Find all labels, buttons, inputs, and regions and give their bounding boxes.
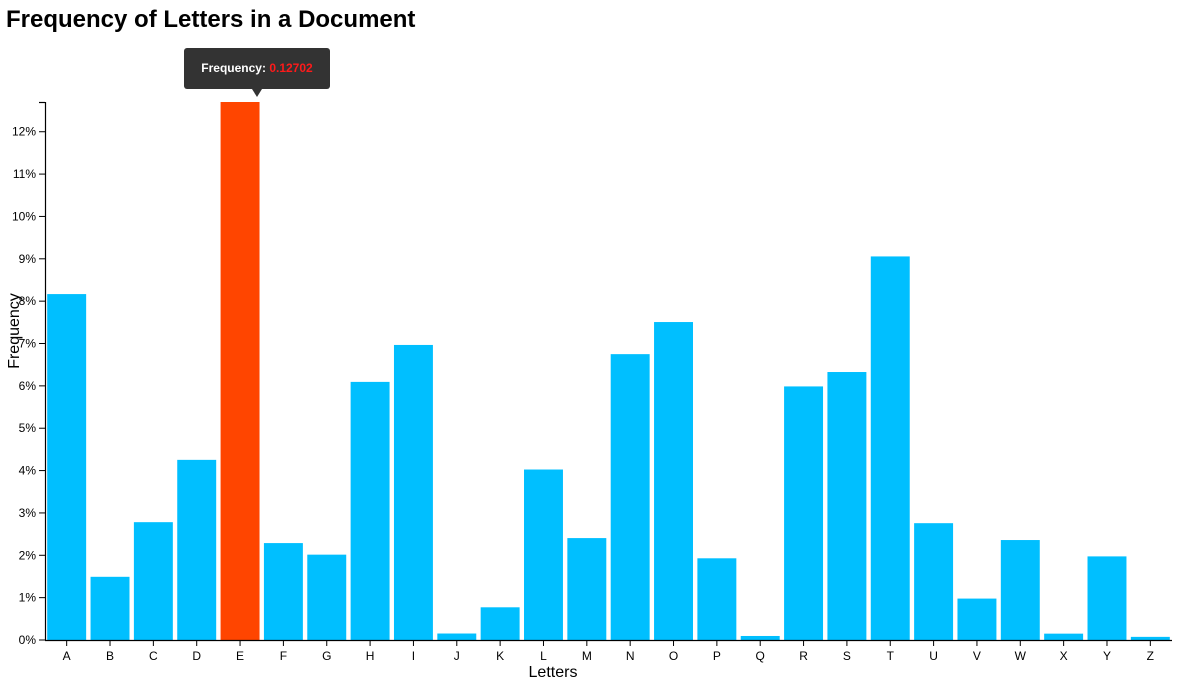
x-tick-label-x: X [1060, 649, 1068, 663]
tooltip-value: 0.12702 [269, 61, 313, 75]
bar-u[interactable] [914, 523, 954, 640]
bar-f[interactable] [263, 543, 303, 640]
bar-g[interactable] [307, 554, 347, 640]
bars-group [47, 102, 1170, 640]
bar-x[interactable] [1044, 633, 1084, 640]
y-tick-label: 7% [19, 337, 37, 351]
bar-k[interactable] [480, 607, 520, 640]
bar-c[interactable] [133, 522, 173, 640]
bar-s[interactable] [827, 372, 867, 640]
bar-p[interactable] [697, 558, 737, 640]
y-tick-label: 0% [19, 633, 37, 647]
y-tick-label: 10% [12, 209, 36, 223]
chart-title: Frequency of Letters in a Document [6, 6, 416, 33]
y-tick-label: 11% [13, 167, 36, 181]
bar-m[interactable] [567, 538, 607, 640]
x-tick-label-f: F [280, 649, 287, 663]
bar-q[interactable] [740, 635, 780, 640]
x-tick-label-c: C [149, 649, 158, 663]
x-tick-label-j: J [454, 649, 460, 663]
bar-y[interactable] [1087, 556, 1127, 640]
bar-t[interactable] [870, 256, 910, 640]
x-axis: A B C D E F G H I J K L M N O P Q R S T U V W X Y Z [45, 639, 1172, 663]
x-tick-label-r: R [799, 649, 808, 663]
bar-a[interactable] [47, 294, 87, 640]
x-tick-label-a: A [63, 649, 71, 663]
x-tick-label-l: L [540, 649, 547, 663]
bar-w[interactable] [1000, 540, 1040, 640]
bar-i[interactable] [393, 344, 433, 640]
tooltip-label: Frequency: [201, 61, 266, 75]
y-tick-label: 3% [19, 506, 37, 520]
x-tick-label-g: G [322, 649, 331, 663]
bar-r[interactable] [784, 386, 824, 640]
x-tick-label-v: V [973, 649, 981, 663]
bar-z[interactable] [1130, 636, 1170, 640]
y-tick-label: 1% [19, 591, 37, 605]
bar-h[interactable] [350, 381, 390, 640]
x-tick-label-q: Q [756, 649, 765, 663]
y-tick-label: 4% [19, 464, 37, 478]
x-tick-label-t: T [887, 649, 895, 663]
y-tick-label: 8% [19, 294, 37, 308]
x-tick-label-m: M [582, 649, 592, 663]
x-axis-label: Letters [529, 664, 578, 681]
y-tick-label: 6% [19, 379, 37, 393]
x-tick-label-z: Z [1147, 649, 1154, 663]
x-tick-label-i: I [412, 649, 415, 663]
x-tick-label-d: D [192, 649, 201, 663]
bar-d[interactable] [177, 459, 217, 640]
bar-e[interactable] [220, 102, 260, 640]
x-tick-label-h: H [366, 649, 375, 663]
x-tick-label-e: E [236, 649, 244, 663]
x-tick-label-w: W [1015, 649, 1027, 663]
bar-v[interactable] [957, 598, 997, 640]
x-tick-label-u: U [929, 649, 938, 663]
x-tick-label-k: K [496, 649, 504, 663]
tooltip: Frequency: 0.12702 [184, 48, 330, 89]
y-axis: 0% 1% 2% 3% 4% 5% 6% 7% 8% 9% 10% 11% 12% [12, 101, 47, 647]
bar-j[interactable] [437, 633, 477, 640]
x-tick-label-s: S [843, 649, 851, 663]
x-tick-label-y: Y [1103, 649, 1111, 663]
bar-n[interactable] [610, 354, 650, 640]
y-tick-label: 9% [19, 252, 37, 266]
x-tick-label-o: O [669, 649, 678, 663]
x-tick-label-p: P [713, 649, 721, 663]
y-tick-label: 5% [19, 421, 37, 435]
bar-l[interactable] [524, 469, 563, 640]
y-axis-label: Frequency [6, 293, 23, 369]
y-tick-label: 12% [12, 125, 36, 139]
bar-o[interactable] [654, 322, 693, 640]
bar-b[interactable] [90, 576, 130, 640]
y-tick-label: 2% [19, 548, 37, 562]
x-tick-label-n: N [626, 649, 635, 663]
tooltip-arrow [252, 89, 262, 97]
x-tick-label-b: B [106, 649, 114, 663]
